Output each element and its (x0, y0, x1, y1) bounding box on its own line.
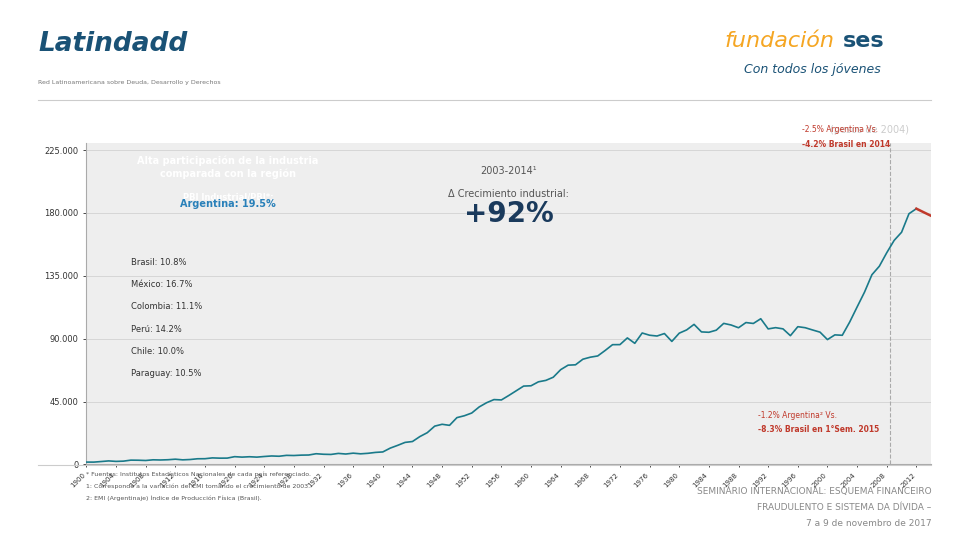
Text: +92%: +92% (464, 200, 554, 228)
Text: FRAUDULENTO E SISTEMA DA DÍVIDA –: FRAUDULENTO E SISTEMA DA DÍVIDA – (756, 503, 931, 512)
Text: SEMINÁRIO INTERNACIONAL: ESQUEMA FINANCEIRO: SEMINÁRIO INTERNACIONAL: ESQUEMA FINANCE… (697, 486, 931, 496)
Text: Colombia: 11.1%: Colombia: 11.1% (131, 302, 203, 312)
Text: Chile: 10.0%: Chile: 10.0% (131, 347, 184, 356)
Text: Latindadd: Latindadd (38, 31, 187, 57)
Text: Paraguay: 10.5%: Paraguay: 10.5% (131, 369, 202, 379)
Text: México: 16.7%: México: 16.7% (131, 280, 192, 289)
Text: Red Latinoamericana sobre Deuda, Desarrollo y Derechos: Red Latinoamericana sobre Deuda, Desarro… (38, 80, 221, 85)
Text: -4.2% Brasil en 2014: -4.2% Brasil en 2014 (802, 140, 890, 149)
Text: Brasil: 10.8%: Brasil: 10.8% (131, 258, 186, 267)
Text: -2.5% Argentina Vs.: -2.5% Argentina Vs. (802, 125, 877, 134)
Text: (pesos de 2004): (pesos de 2004) (829, 125, 909, 135)
Text: * Fuentes: Institutos Estadísticos Nacionales de cada país referenciado.: * Fuentes: Institutos Estadísticos Nacio… (86, 472, 311, 477)
Text: Δ Crecimiento industrial:: Δ Crecimiento industrial: (448, 188, 569, 199)
Text: fundación: fundación (725, 31, 835, 51)
Text: -8.3% Brasil en 1°Sem. 2015: -8.3% Brasil en 1°Sem. 2015 (758, 425, 879, 434)
Text: Perú: 14.2%: Perú: 14.2% (131, 325, 181, 334)
Text: 1: Corresponde a la variación del EMI tomando el crecimiento de 2003.: 1: Corresponde a la variación del EMI to… (86, 484, 310, 489)
Text: Alta participación de la industria
comparada con la región: Alta participación de la industria compa… (137, 156, 319, 179)
Text: PBI Industrial/PBI*:: PBI Industrial/PBI*: (182, 193, 274, 202)
Text: 2: EMI (Argentinaje) Índice de Producción Física (Brasil).: 2: EMI (Argentinaje) Índice de Producció… (86, 495, 262, 501)
Text: -1.2% Argentina² Vs.: -1.2% Argentina² Vs. (758, 411, 837, 421)
Text: 7 a 9 de novembro de 2017: 7 a 9 de novembro de 2017 (805, 519, 931, 528)
Text: Argentina: 19.5%: Argentina: 19.5% (180, 199, 276, 209)
Text: PBI Industrial: PBI Industrial (695, 120, 811, 135)
Text: Con todos los jóvenes: Con todos los jóvenes (744, 63, 880, 76)
Text: ses: ses (843, 31, 884, 51)
Text: 2003-2014¹: 2003-2014¹ (481, 166, 537, 176)
